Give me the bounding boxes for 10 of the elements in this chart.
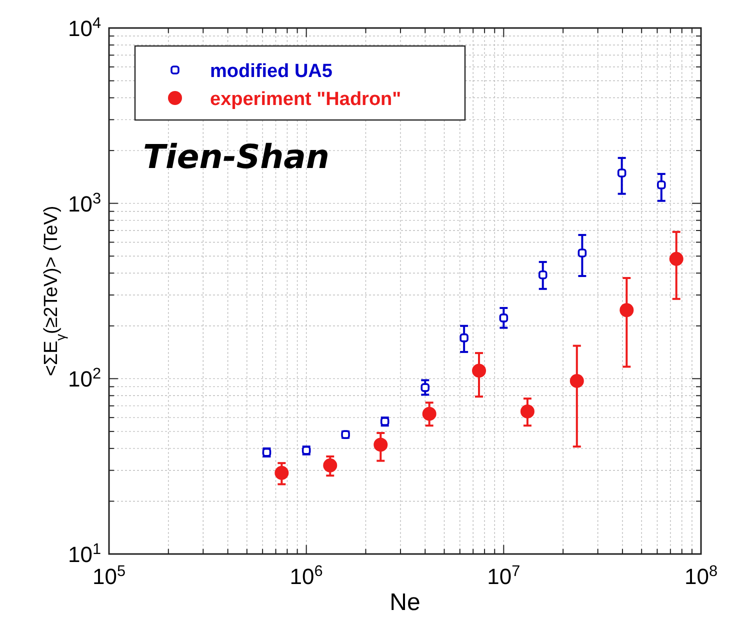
legend-label: experiment "Hadron" xyxy=(210,89,402,110)
x-tick-label: 10$^{8}$ xyxy=(684,562,718,589)
legend-label: modified UA5 xyxy=(210,61,333,82)
x-axis-title: Ne xyxy=(390,589,420,616)
x-tick-label: 10$^{7}$ xyxy=(487,562,520,589)
annotation: Tien-Shan xyxy=(143,137,330,176)
y-tick-label: 10$^{4}$ xyxy=(68,14,102,41)
y-tick-label: 10$^{2}$ xyxy=(68,365,101,392)
x-tick-label: 10$^{6}$ xyxy=(290,562,323,589)
y-tick-label: 10$^{3}$ xyxy=(68,190,101,216)
